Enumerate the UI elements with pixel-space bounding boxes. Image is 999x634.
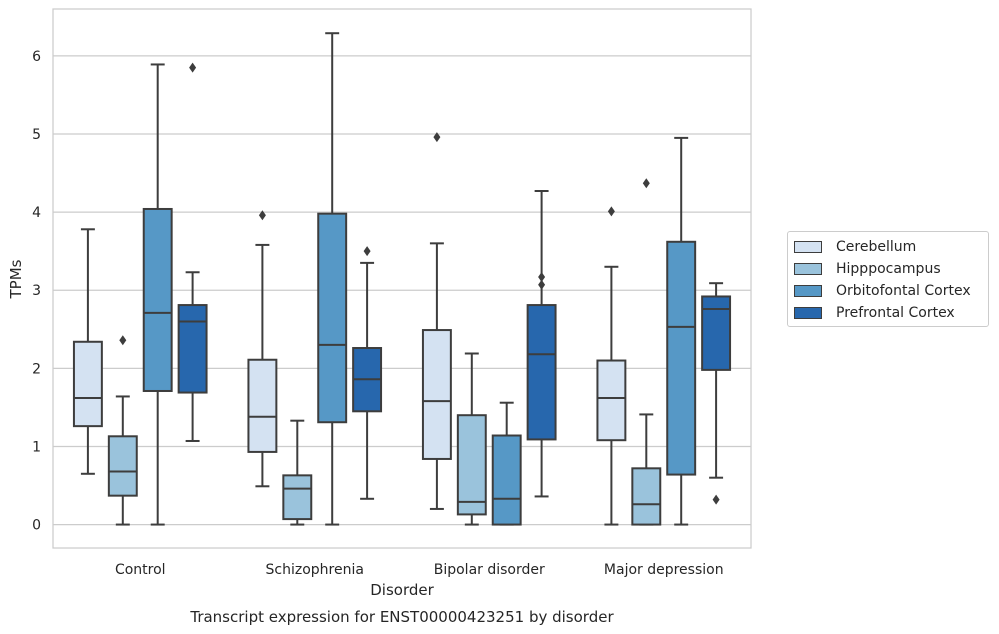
outlier-marker <box>433 132 441 143</box>
legend-label: Cerebellum <box>836 239 917 255</box>
box <box>456 352 487 526</box>
box <box>526 190 557 498</box>
box <box>421 132 452 510</box>
box <box>596 206 627 526</box>
box-body <box>666 240 697 476</box>
series-hipppocampus <box>107 178 662 526</box>
box-body <box>247 358 278 453</box>
legend-label: Orbitofontal Cortex <box>836 283 971 299</box>
box <box>701 282 732 505</box>
box <box>282 419 313 526</box>
box <box>107 335 138 526</box>
legend-item: Orbitofontal Cortex <box>794 280 988 302</box>
x-tick-label: Control <box>115 562 166 578</box>
legend-swatch <box>794 263 822 275</box>
y-tick-label: 0 <box>32 518 41 534</box>
outlier-marker <box>363 246 371 257</box>
box-body <box>701 295 732 371</box>
box-body <box>526 304 557 441</box>
y-tick-label: 3 <box>32 283 41 299</box>
box <box>142 63 173 526</box>
box-body <box>421 329 452 460</box>
series-cerebellum <box>72 132 627 526</box>
box-body <box>456 414 487 516</box>
box-body <box>282 474 313 521</box>
outlier-marker <box>642 178 650 189</box>
legend: Cerebellum Hipppocampus Orbitofontal Corte… <box>787 231 989 327</box>
box-series <box>72 32 732 526</box>
outlier-marker <box>119 335 127 346</box>
legend-item: Cerebellum <box>794 236 988 258</box>
x-tick-label: Major depression <box>604 562 724 578</box>
box <box>631 178 662 526</box>
x-axis-label: Disorder <box>370 581 434 599</box>
y-tick-label: 5 <box>32 127 41 143</box>
legend-swatch <box>794 241 822 253</box>
box-body <box>107 435 138 497</box>
outlier-marker <box>189 62 197 73</box>
x-axis-ticks: Control Schizophrenia Bipolar disorder Majo… <box>115 562 724 578</box>
legend-swatch <box>794 285 822 297</box>
box-body <box>72 340 103 428</box>
box <box>72 228 103 475</box>
outlier-marker <box>607 206 615 217</box>
chart-title: Transcript expression for ENST0000042325… <box>189 608 614 626</box>
series-orbitofontal-cortex <box>142 32 697 526</box>
box <box>317 32 348 526</box>
box-body <box>177 304 208 394</box>
box <box>491 401 522 526</box>
outlier-marker <box>712 494 720 505</box>
x-tick-label: Schizophrenia <box>266 562 364 578</box>
y-axis-label: TPMs <box>7 259 25 299</box>
box-body <box>142 207 173 392</box>
y-tick-label: 1 <box>32 439 41 455</box>
y-axis-ticks: 0 1 2 3 4 5 6 <box>32 49 41 534</box>
legend-item: Hipppocampus <box>794 258 988 280</box>
y-tick-label: 2 <box>32 361 41 377</box>
y-tick-label: 6 <box>32 49 41 65</box>
legend-swatch <box>794 307 822 319</box>
box <box>247 210 278 488</box>
legend-item: Prefrontal Cortex <box>794 302 988 324</box>
outlier-marker <box>538 279 546 290</box>
box-body <box>596 359 627 442</box>
box <box>666 136 697 526</box>
series-prefrontal-cortex <box>177 62 732 505</box>
legend-label: Prefrontal Cortex <box>836 305 955 321</box>
y-tick-label: 4 <box>32 205 41 221</box>
box <box>177 62 208 442</box>
outlier-marker <box>258 210 266 221</box>
box <box>352 246 383 500</box>
box-body <box>317 212 348 424</box>
x-tick-label: Bipolar disorder <box>434 562 545 578</box>
outlier-marker <box>538 271 546 282</box>
plot-frame <box>52 8 752 549</box>
box-body <box>631 467 662 526</box>
box-body <box>491 434 522 526</box>
legend-label: Hipppocampus <box>836 261 941 277</box>
